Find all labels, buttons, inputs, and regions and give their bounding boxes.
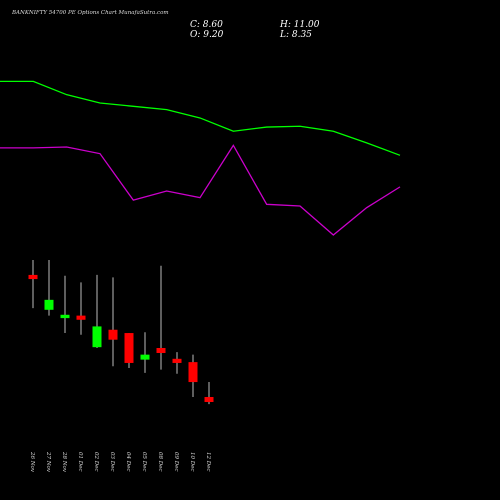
candle-body (28, 274, 38, 280)
candle-body (124, 333, 134, 363)
chart-title: BANKNIFTY 54700 PE Options Chart MunafaS… (11, 10, 169, 16)
close-label: C: 8.60 (190, 20, 223, 30)
candle-body (140, 354, 150, 360)
candle-body (204, 397, 214, 402)
x-tick-label: 02 Dec (93, 452, 99, 472)
x-tick-label: 28 Nov (61, 451, 67, 473)
x-tick-label: 26 Nov (29, 451, 35, 473)
x-tick-label: 10 Dec (189, 452, 195, 472)
x-tick-label: 12 Dec (205, 452, 211, 472)
candle-body (188, 362, 198, 383)
x-tick-label: 01 Dec (77, 452, 83, 472)
x-tick-label: 27 Nov (45, 451, 51, 473)
candle-body (172, 358, 182, 363)
indicator-line (0, 80, 401, 156)
open-label: O: 9.20 (190, 30, 224, 40)
candle-body (76, 315, 86, 320)
high-label: H: 11.00 (279, 20, 320, 30)
x-tick-label: 09 Dec (173, 452, 179, 472)
low-label: L: 8.35 (279, 30, 312, 40)
candle-body (44, 299, 54, 310)
candle-body (60, 314, 70, 319)
x-tick-label: 08 Dec (157, 452, 163, 472)
x-tick-label: 05 Dec (141, 452, 147, 472)
candle-body (156, 348, 166, 353)
candle-body (108, 329, 118, 340)
x-tick-label: 03 Dec (109, 452, 115, 472)
candle-body (92, 326, 102, 348)
indicator-line (0, 144, 401, 236)
x-tick-label: 04 Dec (125, 452, 131, 472)
